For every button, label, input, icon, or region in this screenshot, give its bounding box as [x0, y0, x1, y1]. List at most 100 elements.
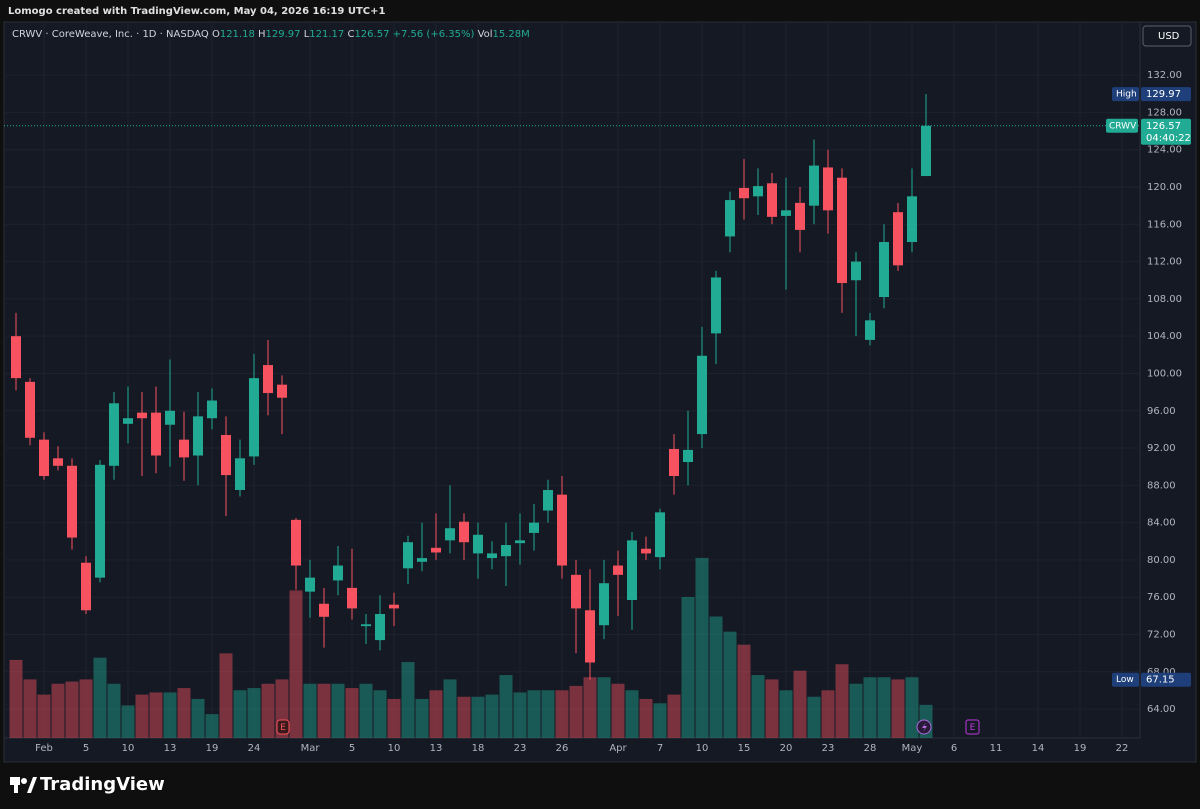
candle-body [95, 464, 105, 578]
candle-body [781, 210, 791, 216]
x-tick-label: 5 [349, 743, 355, 754]
legend-value: 121.18 [220, 29, 258, 40]
volume-bar [821, 690, 835, 738]
x-tick-label: 6 [951, 743, 957, 754]
candle-body [557, 494, 567, 566]
currency-button[interactable] [1142, 25, 1192, 47]
volume-bar [905, 677, 919, 738]
x-tick-label: 20 [780, 743, 793, 754]
candle-body [515, 540, 525, 544]
volume-bar [429, 690, 443, 738]
candle-body [137, 412, 147, 419]
logo-mark [14, 777, 18, 793]
candle-body [403, 542, 413, 569]
volume-bar [345, 688, 359, 738]
candle-body [109, 403, 119, 466]
volume-bar [233, 690, 247, 738]
volume-bar [359, 683, 373, 738]
y-tick-label: 72.00 [1147, 630, 1176, 641]
y-tick-label: 112.00 [1147, 257, 1182, 268]
y-tick-label: 84.00 [1147, 518, 1176, 529]
volume-bar [261, 683, 275, 738]
candle-body [837, 177, 847, 284]
volume-bar [695, 557, 709, 738]
candle-body [319, 603, 329, 617]
volume-bar [723, 631, 737, 738]
candle-body [417, 558, 427, 562]
candle-body [25, 381, 35, 438]
y-tick-label: 92.00 [1147, 443, 1176, 454]
volume-bar [23, 679, 37, 738]
candle-body [627, 540, 637, 601]
volume-bar [387, 698, 401, 738]
candle-body [249, 378, 259, 457]
price-badge-name: High [1116, 90, 1137, 100]
x-tick-label: 10 [696, 743, 709, 754]
volume-bar [205, 714, 219, 738]
candle-body [921, 125, 931, 177]
x-tick-label: Feb [35, 743, 53, 754]
volume-bar [135, 694, 149, 738]
volume-bar [527, 690, 541, 738]
legend-value: 121.17 [309, 29, 347, 40]
price-badge-name-bg [1112, 672, 1139, 687]
volume-bar [401, 662, 415, 738]
volume-bar [835, 664, 849, 738]
price-badge-countdown: 04:40:22 [1146, 133, 1191, 144]
x-tick-label: Mar [301, 743, 321, 754]
y-tick-label: 124.00 [1147, 145, 1182, 156]
volume-bar [709, 616, 723, 738]
candle-body [865, 320, 875, 340]
y-tick-label: 108.00 [1147, 294, 1182, 305]
volume-bar [331, 683, 345, 738]
volume-bar [653, 703, 667, 738]
x-tick-label: Apr [609, 743, 627, 754]
candle-body [221, 435, 231, 476]
x-tick-label: 5 [83, 743, 89, 754]
candle-body [753, 186, 763, 197]
x-tick-label: 22 [1116, 743, 1129, 754]
candle-body [277, 384, 287, 398]
volume-bar [555, 690, 569, 738]
volume-bar [751, 675, 765, 738]
candle-body [823, 167, 833, 211]
candle-body [739, 187, 749, 199]
volume-bar [639, 698, 653, 738]
candle-body [767, 183, 777, 217]
y-tick-label: 128.00 [1147, 107, 1182, 118]
candle-body [809, 165, 819, 206]
currency[interactable]: USD [1158, 31, 1180, 42]
volume-bar [569, 685, 583, 738]
candle-body [697, 355, 707, 435]
price-badge-name-bg [1106, 118, 1138, 133]
candle-body [39, 439, 49, 477]
candle-body [179, 439, 189, 458]
candle-body [123, 418, 133, 424]
volume-bar [317, 683, 331, 738]
candle-body [851, 261, 861, 281]
candle-body [879, 242, 889, 298]
x-tick-label: 10 [122, 743, 135, 754]
candle-body [431, 547, 441, 553]
logo-mark [27, 777, 37, 793]
volume-bar [79, 679, 93, 738]
price-badge [1141, 118, 1191, 145]
volume-bar [681, 596, 695, 738]
candle-body [165, 410, 175, 425]
x-tick-label: 28 [864, 743, 877, 754]
candle-body [11, 336, 21, 379]
candle-body [473, 534, 483, 554]
header: Lomogo created with TradingView.com, May… [8, 6, 385, 17]
legend-label: H [258, 29, 266, 40]
y-tick-label: 96.00 [1147, 406, 1176, 417]
volume-bar [877, 677, 891, 738]
x-tick-label: 24 [248, 743, 261, 754]
candle-body [599, 583, 609, 626]
y-tick-label: 68.00 [1147, 667, 1176, 678]
price-badge [1141, 87, 1191, 102]
chart-frame [3, 21, 1197, 763]
legend-volume-label: Vol [478, 29, 493, 40]
volume-bar [471, 696, 485, 738]
candle-body [795, 202, 805, 230]
